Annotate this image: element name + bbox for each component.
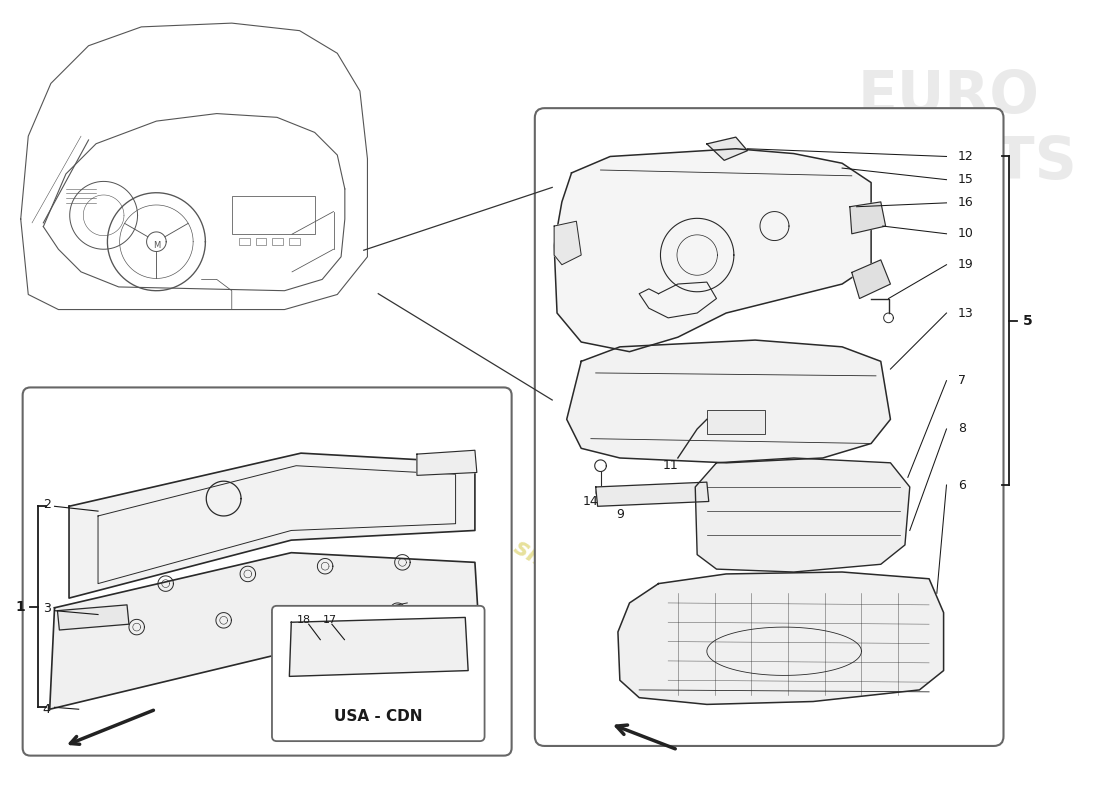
Text: 8: 8 (958, 422, 966, 435)
Text: 14: 14 (583, 495, 598, 508)
Polygon shape (851, 260, 890, 298)
Polygon shape (417, 450, 476, 475)
FancyBboxPatch shape (535, 108, 1003, 746)
Text: 12: 12 (958, 150, 974, 163)
Text: a passion for parts since 1985: a passion for parts since 1985 (285, 405, 646, 627)
Bar (289, 238, 299, 246)
Text: 10: 10 (958, 227, 974, 240)
Text: 4: 4 (43, 702, 51, 716)
Text: 3: 3 (43, 602, 51, 615)
Polygon shape (50, 553, 480, 710)
Bar (273, 238, 283, 246)
Polygon shape (57, 605, 129, 630)
Text: 16: 16 (958, 196, 974, 210)
Polygon shape (850, 202, 886, 234)
Text: 15: 15 (958, 173, 974, 186)
Bar (240, 238, 250, 246)
Polygon shape (554, 149, 871, 352)
Text: 7: 7 (958, 374, 966, 387)
Polygon shape (596, 482, 708, 506)
Text: 19: 19 (958, 258, 974, 271)
Text: 9: 9 (616, 507, 624, 521)
Text: 1: 1 (15, 600, 25, 614)
Text: 11: 11 (662, 459, 678, 472)
Text: 18: 18 (297, 615, 311, 626)
Polygon shape (289, 618, 469, 676)
Bar (256, 238, 266, 246)
FancyBboxPatch shape (272, 606, 485, 741)
Polygon shape (707, 137, 747, 160)
Text: M: M (153, 241, 159, 250)
Polygon shape (554, 222, 581, 265)
Text: 5: 5 (1023, 314, 1033, 328)
Text: 6: 6 (958, 478, 966, 491)
Text: EURO
SPORTS: EURO SPORTS (820, 68, 1078, 191)
Bar (707, 410, 764, 434)
Polygon shape (566, 340, 890, 463)
Polygon shape (618, 572, 944, 705)
Text: 2: 2 (43, 498, 51, 511)
Text: USA - CDN: USA - CDN (334, 710, 422, 725)
Text: 13: 13 (958, 306, 974, 319)
Polygon shape (695, 458, 910, 572)
Text: 17: 17 (323, 615, 337, 626)
Polygon shape (69, 453, 475, 598)
FancyBboxPatch shape (23, 387, 512, 756)
